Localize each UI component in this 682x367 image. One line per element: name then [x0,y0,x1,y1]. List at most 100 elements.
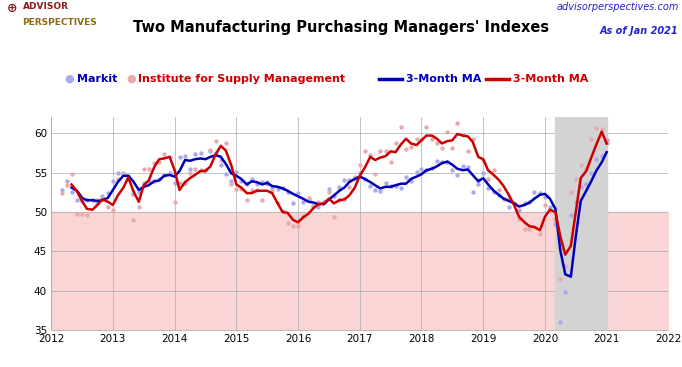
Point [323,186,334,192]
Point [76,198,87,204]
Point [66,171,77,177]
Point [539,194,550,200]
Point [174,180,185,186]
Point [488,189,499,195]
Point [524,226,535,232]
Point [396,124,406,130]
Point [458,163,469,168]
Point [267,185,278,191]
Point [138,180,149,186]
Point [442,159,453,164]
Point [535,190,546,196]
Point [72,211,83,217]
Point [134,189,145,195]
Point [66,189,77,195]
Point [97,193,108,199]
Point [61,178,72,184]
Point [313,199,324,205]
Point [211,150,222,156]
Point [190,152,201,157]
Point [509,200,520,206]
Text: 3-Month MA: 3-Month MA [513,74,589,84]
Point [467,136,478,142]
Point [318,199,329,205]
Point [61,182,72,188]
Point [483,185,494,191]
Point [416,137,427,143]
Point [231,169,241,175]
Text: ADVISOR: ADVISOR [23,2,68,11]
Point [442,129,453,135]
Point [231,186,241,192]
Point [328,193,339,199]
Text: ●: ● [126,74,136,84]
Point [493,193,504,199]
Point [462,164,473,170]
Point [514,207,524,212]
Point [349,175,360,181]
Point [339,177,350,183]
Point [426,165,437,171]
Point [87,197,98,203]
Point [277,208,288,214]
Point [436,159,447,164]
Point [143,167,154,172]
Point [293,190,303,196]
Point [570,176,581,182]
Point [596,153,607,159]
Point [149,160,160,166]
Point [87,197,98,203]
Point [123,176,134,182]
Point [76,211,87,217]
Point [370,187,381,193]
Point [143,178,154,184]
Point [323,189,334,195]
Point [226,182,237,188]
Point [374,188,385,194]
Point [550,221,561,227]
Point [257,197,268,203]
Point [251,182,262,188]
Point [381,180,391,186]
Point [174,154,185,160]
Point [390,140,401,146]
Point [81,212,92,218]
Point [555,319,566,324]
Point [277,185,288,190]
Point [426,136,437,142]
Point [205,147,216,153]
Point [205,148,216,153]
Point [159,172,170,178]
Point [169,199,180,205]
Point [359,148,370,154]
Point [447,145,458,151]
Point [421,124,432,130]
Point [282,220,293,226]
Point [118,171,129,177]
Point [473,177,484,183]
Point [128,217,138,223]
Point [190,167,201,172]
Point [529,189,540,195]
Point [473,182,484,188]
Point [596,126,607,132]
Point [262,182,273,188]
Point [220,141,231,146]
Point [164,154,175,160]
Point [102,204,113,210]
Text: Markit: Markit [77,74,117,84]
Point [81,197,92,203]
Point [257,179,268,185]
Point [447,167,458,173]
Point [374,148,385,153]
Bar [555,117,606,330]
Text: PERSPECTIVES: PERSPECTIVES [23,18,98,28]
Point [514,216,524,222]
Point [509,200,520,206]
Point [185,167,196,172]
Point [365,183,376,189]
Point [334,197,345,203]
Point [416,166,427,172]
Point [519,226,530,232]
Point [498,196,509,202]
